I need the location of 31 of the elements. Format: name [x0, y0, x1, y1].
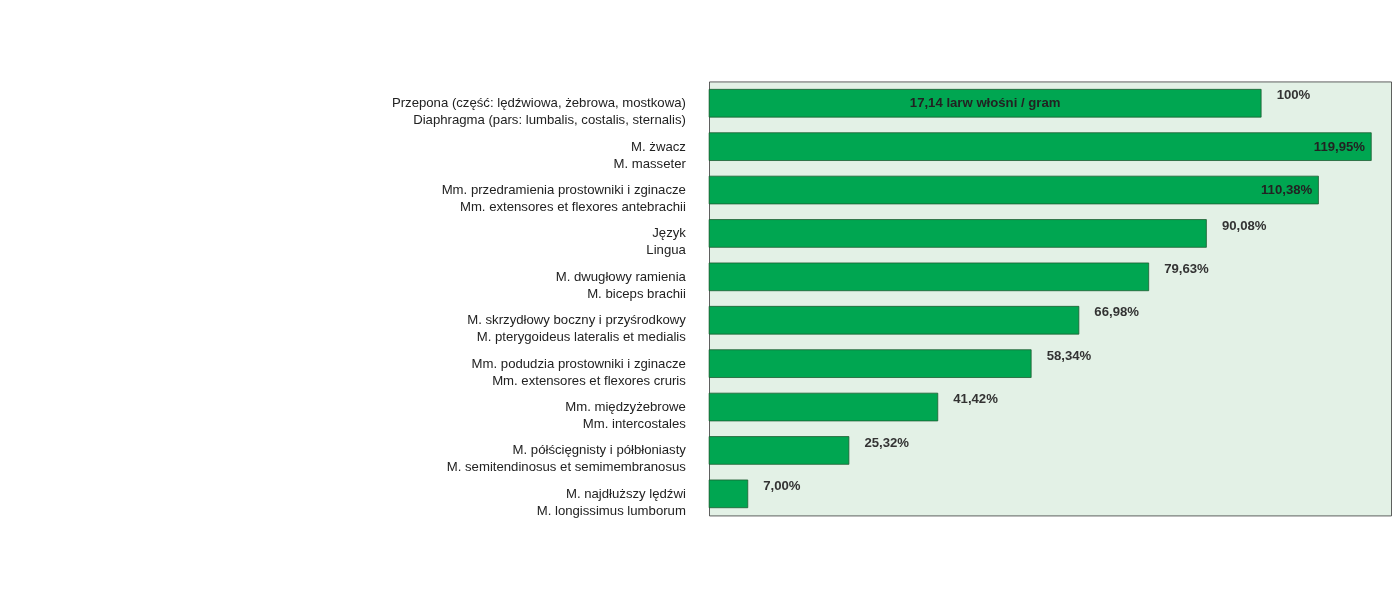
y-tick-label: M. najdłuższy lędźwi M. longissimus lumborum	[536, 485, 686, 518]
y-tick-label: Mm. przedramienia prostowniki i zginacze Mm. extensores et flexores antebrachii	[441, 181, 686, 214]
data-label: 7,00%	[763, 477, 801, 493]
data-label: 110,38%	[1261, 181, 1313, 197]
data-label: 79,63%	[1164, 260, 1210, 276]
data-label: 66,98%	[1094, 304, 1140, 320]
y-tick-label: M. półścięgnisty i półbłoniasty M. semitendinosus et semimembranosus	[446, 442, 687, 475]
bar	[708, 132, 1372, 161]
y-tick-label: Mm. podudzia prostowniki i zginacze Mm. extensores et flexores cruris	[471, 355, 687, 388]
bar	[708, 349, 1032, 378]
y-tick-label: Mm. międzyżebrowe Mm. intercostales	[565, 398, 687, 431]
bar	[708, 88, 1262, 118]
data-label: 90,08%	[1221, 217, 1267, 233]
data-label: 41,42%	[953, 391, 999, 407]
bar	[708, 175, 1319, 205]
bar	[708, 436, 850, 465]
y-tick-label: M. żwacz M. masseter	[613, 138, 687, 171]
bar	[708, 262, 1150, 292]
data-label: 100%	[1276, 87, 1311, 103]
y-tick-label: M. dwugłowy ramienia M. biceps brachii	[555, 268, 687, 301]
bar	[708, 219, 1207, 248]
data-label: 119,95%	[1313, 138, 1366, 154]
data-label: 25,32%	[864, 434, 910, 450]
y-tick-label: Przepona (część: lędźwiowa, żebrowa, mostkowa) Diaphragma (pars: lumbalis, costalis, sternalis)	[391, 95, 686, 128]
y-tick-label: Język Lingua	[646, 225, 687, 258]
bar	[708, 305, 1080, 335]
bar	[708, 392, 939, 422]
annotation: 17,14 larw włośni / gram	[909, 95, 1061, 111]
y-tick-label: M. skrzydłowy boczny i przyśrodkowy M. pterygoideus lateralis et medialis	[467, 312, 687, 345]
bar	[708, 479, 749, 509]
data-label: 58,34%	[1046, 347, 1092, 363]
